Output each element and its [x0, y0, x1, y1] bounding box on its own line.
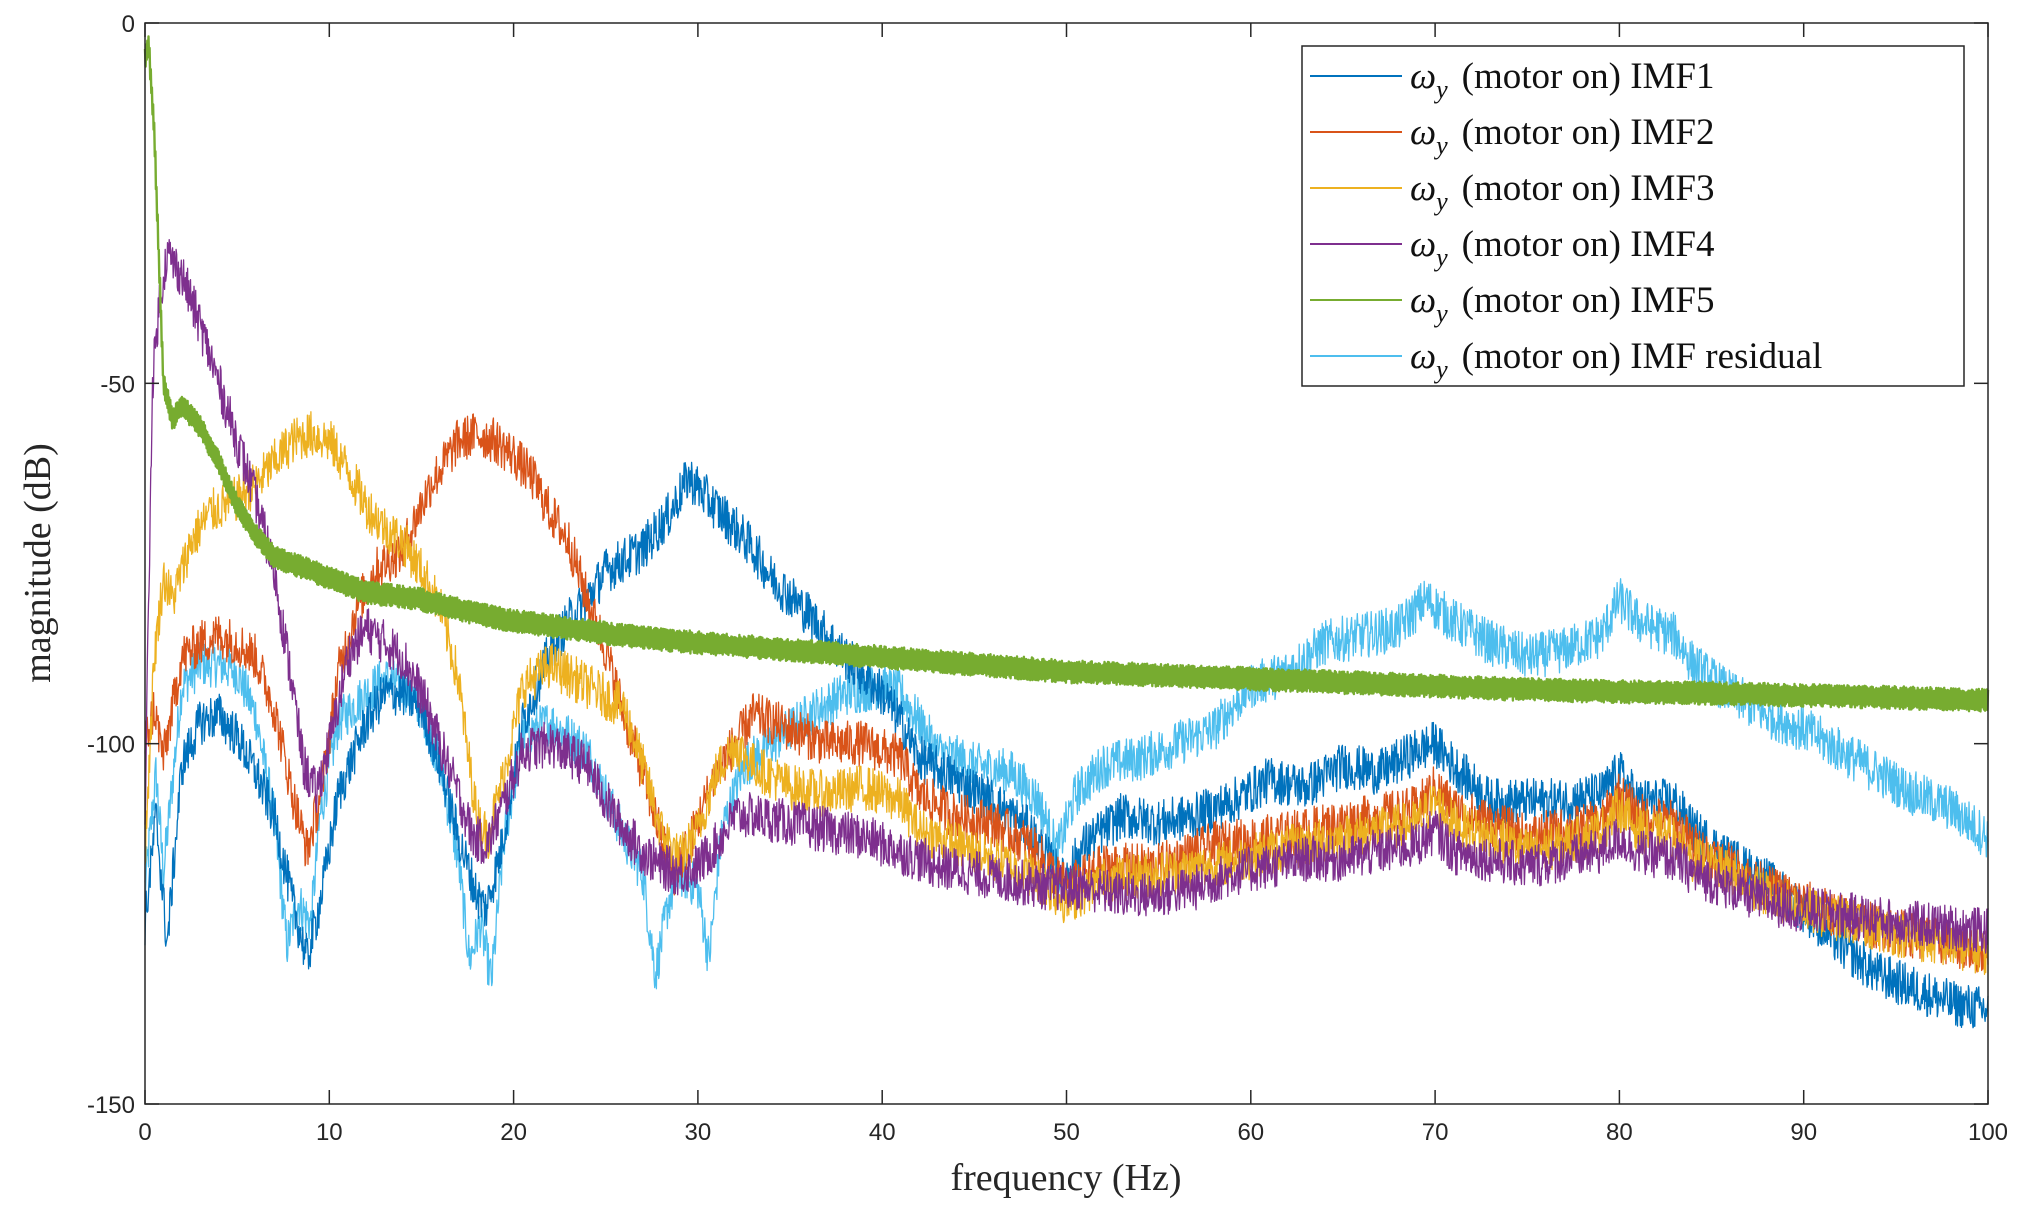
y-tick-label: -50	[100, 371, 135, 398]
legend-entry-6: ωy (motor on) IMF residual	[1410, 336, 1822, 384]
x-tick-label: 70	[1422, 1119, 1449, 1146]
series-line-4	[144, 239, 1989, 954]
x-tick-label: 50	[1053, 1119, 1080, 1146]
x-tick-label: 30	[685, 1119, 712, 1146]
y-axis-title: magnitude (dB)	[17, 443, 59, 683]
y-tick-label: 0	[122, 11, 135, 38]
legend-entry-1: ωy (motor on) IMF1	[1410, 56, 1715, 104]
legend: ωy (motor on) IMF1 ωy (motor on) IMF2 ωy (mot…	[1301, 45, 1965, 387]
series-line-5	[143, 35, 1990, 713]
x-tick-label: 80	[1606, 1119, 1633, 1146]
x-tick-label: 60	[1237, 1119, 1264, 1146]
x-tick-label: 0	[138, 1119, 151, 1146]
x-tick-label: 20	[500, 1119, 527, 1146]
x-tick-label: 40	[869, 1119, 896, 1146]
legend-entry-3: ωy (motor on) IMF3	[1410, 168, 1715, 216]
legend-entry-2: ωy (motor on) IMF2	[1410, 112, 1715, 160]
legend-box	[1301, 45, 1965, 387]
ticks-layer: 0 10 20 30 40 50 60 70 80 90 100 0 -50 -100 -150	[87, 11, 2008, 1146]
x-axis-title: frequency (Hz)	[950, 1157, 1181, 1199]
x-tick-label: 10	[316, 1119, 343, 1146]
y-tick-label: -150	[87, 1092, 135, 1119]
series-line-6	[144, 578, 1989, 990]
series-layer	[143, 35, 1990, 1029]
y-tick-label: -100	[87, 732, 135, 759]
legend-entry-5: ωy (motor on) IMF5	[1410, 280, 1715, 328]
x-tick-label: 100	[1968, 1119, 2008, 1146]
x-tick-label: 90	[1790, 1119, 1817, 1146]
legend-entry-4: ωy (motor on) IMF4	[1410, 224, 1715, 272]
